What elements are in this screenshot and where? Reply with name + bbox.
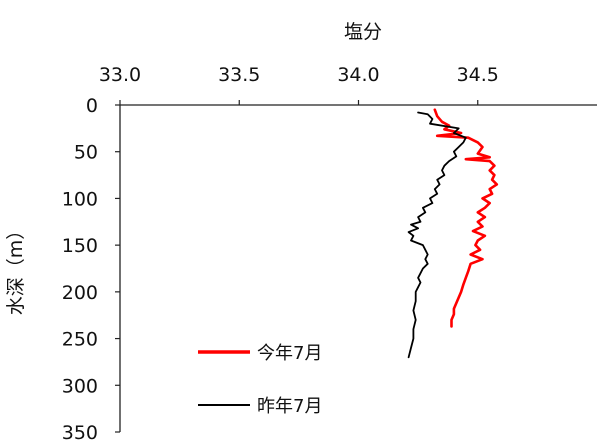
legend-label-2: 昨年7月 xyxy=(257,396,322,417)
y-tick-label: 150 xyxy=(62,235,98,257)
y-tick-label: 300 xyxy=(62,375,98,397)
y-axis-title: 水深（m） xyxy=(5,221,27,316)
y-tick-label: 350 xyxy=(62,422,98,444)
axes: 33.0 33.5 34.0 34.5 0 50 100 150 200 250 300 350 xyxy=(62,64,597,444)
x-tick-label: 33.5 xyxy=(218,64,260,86)
legend-label-1: 今年7月 xyxy=(257,343,322,364)
x-tick-label: 33.0 xyxy=(99,64,141,86)
y-tick-label: 0 xyxy=(86,95,98,117)
y-tick-label: 200 xyxy=(62,282,98,304)
series-line-1 xyxy=(433,108,499,328)
x-tick-label: 34.0 xyxy=(337,64,379,86)
y-tick-label: 250 xyxy=(62,329,98,351)
series-line-2 xyxy=(407,111,467,359)
plot-area xyxy=(407,108,499,359)
x-axis-title: 塩分 xyxy=(344,21,382,43)
y-tick-label: 50 xyxy=(74,142,98,164)
x-tick-label: 34.5 xyxy=(457,64,499,86)
y-tick-label: 100 xyxy=(62,188,98,210)
